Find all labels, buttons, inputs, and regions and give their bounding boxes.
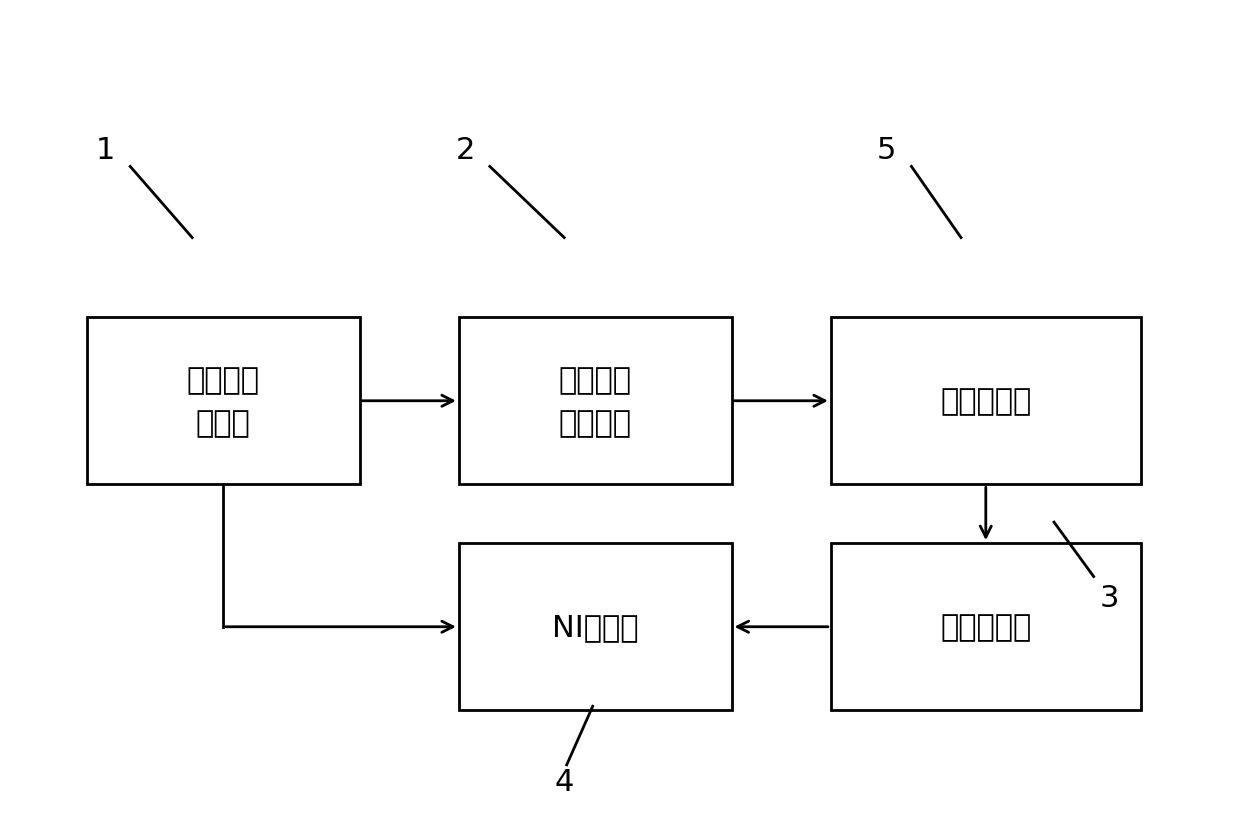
Bar xyxy=(87,318,360,485)
Text: 1: 1 xyxy=(95,136,115,165)
Text: 3: 3 xyxy=(1100,584,1120,612)
Bar xyxy=(831,543,1141,711)
Bar xyxy=(459,543,732,711)
Text: NI采集卡: NI采集卡 xyxy=(552,613,639,641)
Bar xyxy=(459,318,732,485)
Text: 2: 2 xyxy=(455,136,475,165)
Text: 5: 5 xyxy=(877,136,897,165)
Text: 激光测振仪: 激光测振仪 xyxy=(940,613,1032,641)
Text: 信号幅度
放大模块: 信号幅度 放大模块 xyxy=(559,365,631,437)
Text: 4: 4 xyxy=(554,767,574,796)
Text: 正弦信号
发生器: 正弦信号 发生器 xyxy=(187,365,259,437)
Bar xyxy=(831,318,1141,485)
Text: 磁场传感器: 磁场传感器 xyxy=(940,387,1032,415)
